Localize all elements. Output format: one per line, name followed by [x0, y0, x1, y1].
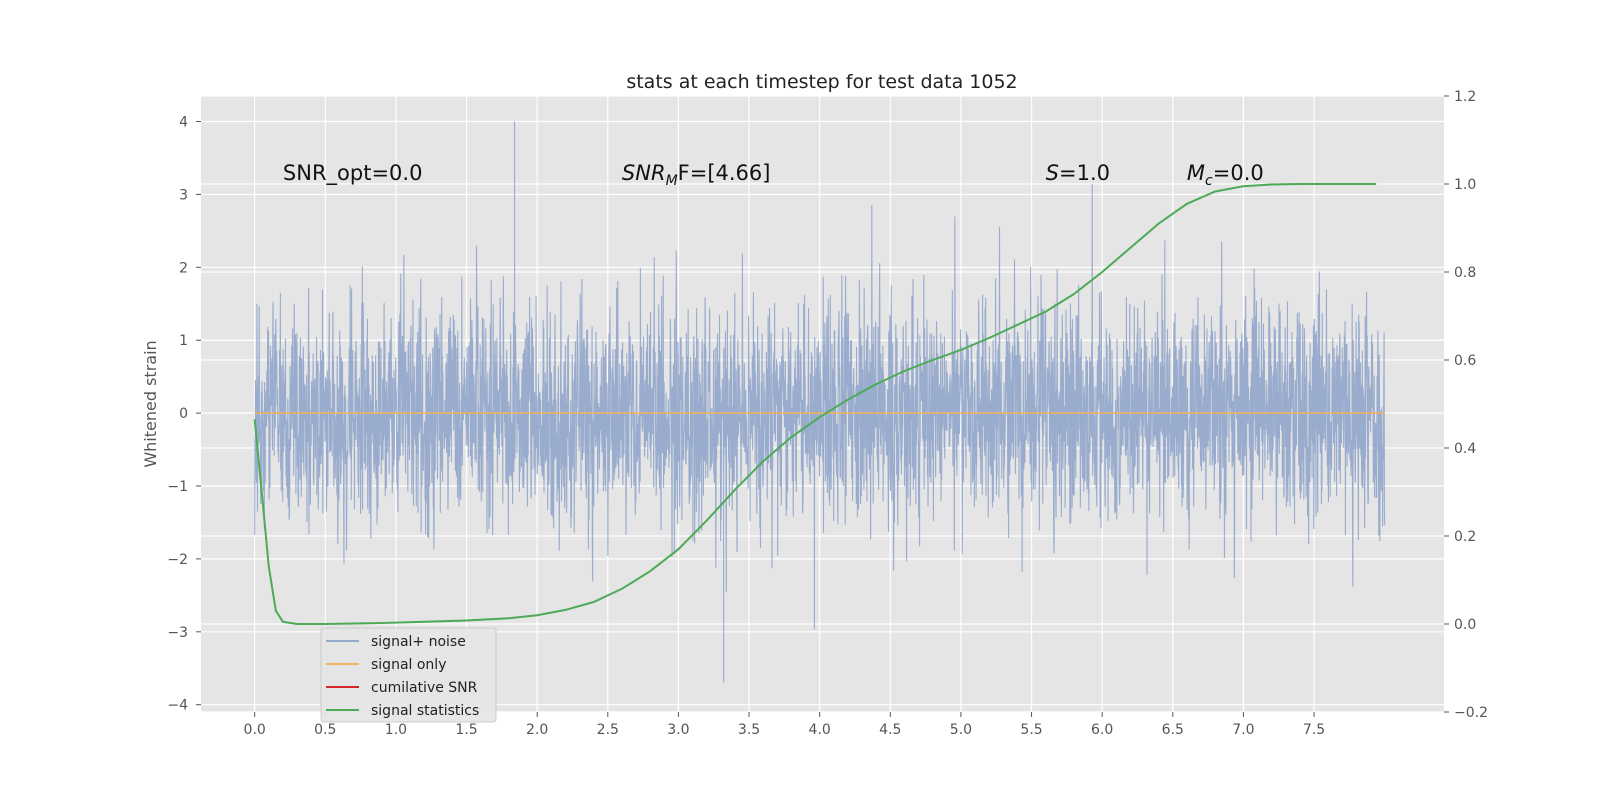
- y2-tick-label: 0.2: [1454, 529, 1476, 545]
- y2-tick-label: −0.2: [1454, 705, 1488, 721]
- y-tick-label: −3: [167, 625, 188, 641]
- y2-tick-label: 0.6: [1454, 353, 1476, 369]
- y-tick-label: −4: [167, 698, 188, 714]
- x-tick-label: 7.0: [1232, 722, 1254, 738]
- annotation: S=1.0: [1046, 161, 1110, 185]
- axes: 0.0 0.5 1.0 1.5 2.0 2.5 3.0 3.5 4.0 4.5 5.0 5.5 6.0 6…: [167, 89, 1488, 738]
- y2-tick-label: 1.2: [1454, 89, 1476, 105]
- y-tick-label: 0: [179, 406, 188, 422]
- y-tick-label: −1: [167, 479, 188, 495]
- x-tick-label: 2.0: [526, 722, 548, 738]
- annotation: SNR_opt=0.0: [283, 161, 423, 186]
- y2-tick-label: 0.8: [1454, 265, 1476, 281]
- x-tick-label: 4.5: [879, 722, 901, 738]
- y-tick-label: 4: [179, 115, 188, 131]
- x-tick-label: 1.0: [385, 722, 407, 738]
- legend-label: signal statistics: [371, 703, 479, 719]
- annotation: SNRMF=[4.66]: [622, 161, 771, 189]
- legend-label: signal only: [371, 657, 446, 673]
- legend-label: cumilative SNR: [371, 680, 478, 696]
- x-tick-label: 5.0: [950, 722, 972, 738]
- x-tick-label: 4.0: [809, 722, 831, 738]
- x-tick-label: 5.5: [1020, 722, 1042, 738]
- x-tick-label: 1.5: [455, 722, 477, 738]
- legend: signal+ noise signal only cumilative SNR si…: [320, 627, 497, 723]
- y-tick-label: 2: [179, 260, 188, 276]
- series-lines: [253, 183, 1385, 625]
- legend-box: [320, 627, 497, 723]
- x-tick-label: 2.5: [597, 722, 619, 738]
- annotations: SNR_opt=0.0 SNRMF=[4.66] S=1.0 Mc=0.0: [283, 161, 1264, 189]
- y2-tick-label: 0.0: [1454, 617, 1476, 633]
- chart-title: stats at each timestep for test data 105…: [626, 71, 1017, 93]
- y-axis-label: Whitened strain: [141, 340, 160, 467]
- y-tick-label: 1: [179, 333, 188, 349]
- y-tick-label: 3: [179, 187, 188, 203]
- x-tick-label: 7.5: [1303, 722, 1325, 738]
- x-tick-label: 0.0: [244, 722, 266, 738]
- series-line-3: [253, 183, 1377, 625]
- x-tick-label: 6.0: [1091, 722, 1113, 738]
- x-tick-label: 3.0: [667, 722, 689, 738]
- y2-tick-label: 1.0: [1454, 177, 1476, 193]
- annotation: Mc=0.0: [1187, 161, 1264, 189]
- legend-label: signal+ noise: [371, 634, 466, 650]
- x-tick-label: 3.5: [738, 722, 760, 738]
- x-tick-label: 0.5: [314, 722, 336, 738]
- y-tick-label: −2: [167, 552, 188, 568]
- y2-tick-label: 0.4: [1454, 441, 1476, 457]
- x-tick-label: 6.5: [1162, 722, 1184, 738]
